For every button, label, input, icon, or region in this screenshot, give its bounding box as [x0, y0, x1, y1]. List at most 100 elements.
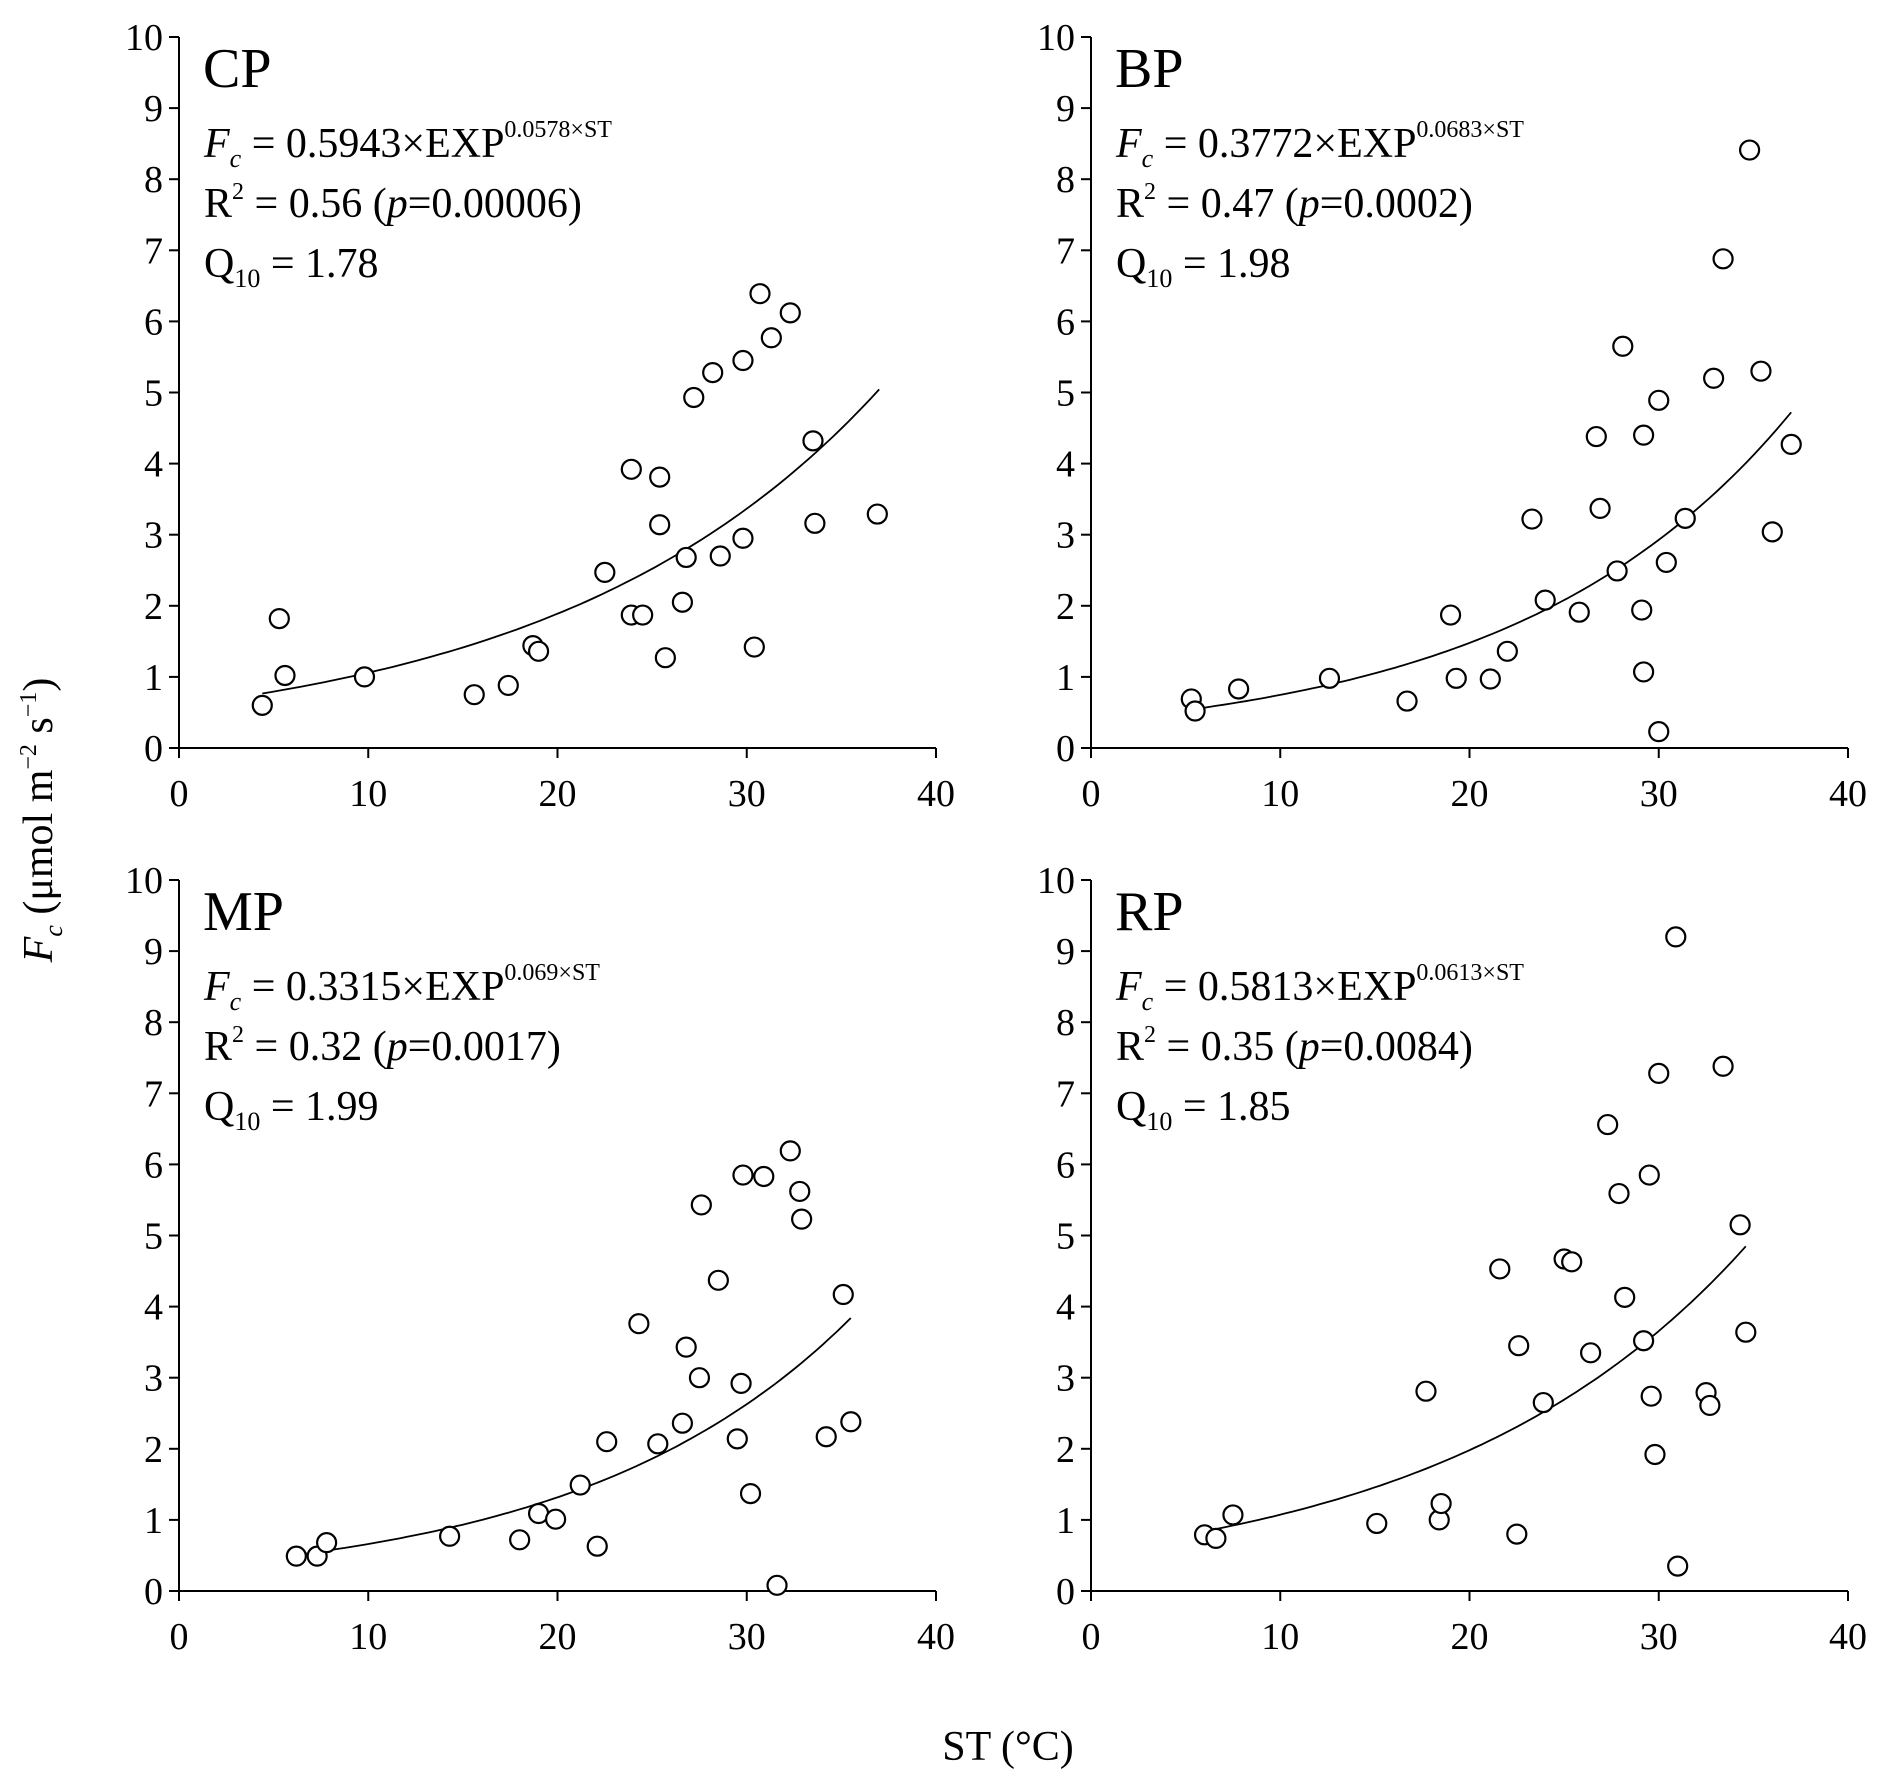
cp-eq-lhs: F	[203, 121, 230, 167]
bp-x-tick-label: 30	[1640, 773, 1678, 815]
bp-r2-sup: 2	[1144, 179, 1156, 205]
cp-r2-label: R	[204, 181, 232, 227]
mp-q10-value: = 1.99	[260, 1084, 378, 1130]
rp-x-tick-label: 20	[1451, 1616, 1489, 1658]
y-axis-title: Fc (μmol m−2 s−1)	[16, 678, 68, 964]
mp-r2-text: R2 = 0.32 (p=0.0017)	[204, 1022, 561, 1070]
cp-data-point	[779, 302, 801, 324]
mp-y-tick-label: 7	[144, 1073, 163, 1115]
rp-r2-pre: = 0.35 (	[1156, 1024, 1299, 1070]
cp-x-tick-label: 10	[349, 773, 387, 815]
cp-y-tick-label: 9	[144, 88, 163, 130]
rp-r2-p: p	[1296, 1024, 1320, 1070]
bp-data-point	[1228, 678, 1250, 700]
cp-data-point	[274, 664, 296, 687]
cp-y-tick-label: 10	[125, 17, 163, 59]
cp-y-tick-label: 1	[144, 657, 163, 699]
cp-x-tick-label: 40	[917, 773, 955, 815]
cp-y-tick-label: 6	[144, 301, 163, 343]
cp-data-point	[671, 591, 694, 613]
panel-bp: 0 1 2 3 4 5 6 7 8 9 10 0 10 20 30 40 BP Fc = 0.3772×EXP0.…	[1037, 17, 1867, 815]
rp-data-point	[1729, 1214, 1751, 1236]
rp-data-point	[1608, 1182, 1630, 1205]
rp-y-tick-label: 9	[1056, 931, 1075, 973]
rp-data-point	[1430, 1492, 1452, 1515]
cp-data-point	[620, 458, 642, 480]
bp-data-point	[1534, 589, 1556, 611]
rp-fit-curve	[1204, 1245, 1747, 1533]
cp-y-tick-label: 2	[144, 586, 163, 628]
bp-q10-value: = 1.98	[1172, 241, 1290, 287]
rp-data-point	[1638, 1164, 1660, 1186]
mp-q10-sub: 10	[234, 1107, 260, 1136]
rp-data-point	[1648, 1062, 1670, 1084]
mp-r2-label: R	[204, 1024, 232, 1070]
cp-q10-sub: 10	[234, 264, 260, 293]
mp-x-tick-label: 0	[170, 1616, 189, 1658]
cp-data-point	[749, 283, 771, 305]
rp-y-tick-label: 1	[1056, 1500, 1075, 1542]
mp-y-tick-label: 6	[144, 1144, 163, 1186]
bp-x-tick-label: 10	[1261, 773, 1299, 815]
rp-y-tick-label: 4	[1056, 1287, 1075, 1329]
mp-data-point	[586, 1535, 608, 1557]
mp-panel-label: MP	[203, 881, 284, 943]
bp-data-point	[1703, 367, 1725, 389]
mp-data-point	[545, 1508, 567, 1530]
rp-y-tick-label: 10	[1037, 860, 1075, 902]
bp-q10-label: Q	[1116, 241, 1146, 287]
mp-x-tick-label: 40	[917, 1616, 955, 1658]
rp-data-point	[1415, 1380, 1437, 1402]
cp-r2-pre: = 0.56 (	[244, 181, 387, 227]
mp-data-point	[675, 1336, 697, 1358]
cp-data-point	[732, 349, 754, 372]
mp-data-point	[791, 1208, 813, 1230]
cp-y-tick-label: 4	[144, 444, 163, 486]
bp-y-tick-label: 10	[1037, 17, 1075, 59]
mp-data-point	[688, 1367, 711, 1389]
bp-data-point	[1445, 667, 1467, 689]
rp-r2-label: R	[1116, 1024, 1144, 1070]
mp-y-tick-label: 10	[125, 860, 163, 902]
mp-data-point	[726, 1428, 748, 1450]
cp-y-tick-label: 0	[144, 728, 163, 770]
y-axis-symbol-sub: c	[39, 925, 68, 937]
rp-eq-lhs-sub: c	[1142, 987, 1154, 1016]
mp-fit-equation: Fc = 0.3315×EXP0.069×ST	[203, 960, 600, 1016]
y-axis-unit-mid: s	[16, 717, 62, 744]
mp-eq-body: = 0.3315×EXP	[241, 964, 504, 1010]
mp-data-point	[753, 1165, 775, 1188]
mp-data-point	[730, 1372, 752, 1394]
bp-y-tick-label: 4	[1056, 444, 1075, 486]
rp-fit-equation: Fc = 0.5813×EXP0.0613×ST	[1115, 960, 1524, 1016]
rp-data-point	[1614, 1286, 1636, 1308]
mp-data-point	[739, 1482, 762, 1505]
mp-data-point	[628, 1313, 650, 1335]
bp-y-tick-label: 0	[1056, 728, 1075, 770]
rp-y-tick-label: 3	[1056, 1358, 1075, 1400]
bp-data-point	[1606, 560, 1628, 582]
rp-data-point	[1667, 1555, 1689, 1577]
bp-r2-label: R	[1116, 181, 1144, 227]
cp-y-tick-label: 5	[144, 373, 163, 415]
bp-data-point	[1750, 360, 1772, 382]
rp-y-tick-label: 8	[1056, 1002, 1075, 1044]
bp-y-tick-label: 7	[1056, 230, 1075, 272]
mp-eq-lhs: F	[203, 964, 230, 1010]
bp-eq-lhs: F	[1115, 121, 1142, 167]
cp-data-point	[594, 561, 616, 583]
cp-data-point	[463, 684, 485, 706]
mp-data-point	[647, 1433, 669, 1455]
rp-q10-sub: 10	[1146, 1107, 1172, 1136]
bp-data-point	[1585, 425, 1607, 448]
bp-data-point	[1184, 700, 1206, 722]
cp-y-tick-label: 7	[144, 230, 163, 272]
rp-y-tick-label: 6	[1056, 1144, 1075, 1186]
rp-data-point	[1508, 1335, 1530, 1357]
cp-eq-body: = 0.5943×EXP	[241, 121, 504, 167]
mp-r2-p: p	[384, 1024, 408, 1070]
rp-x-tick-label: 40	[1829, 1616, 1867, 1658]
mp-data-point	[707, 1269, 729, 1291]
bp-data-point	[1712, 248, 1734, 270]
